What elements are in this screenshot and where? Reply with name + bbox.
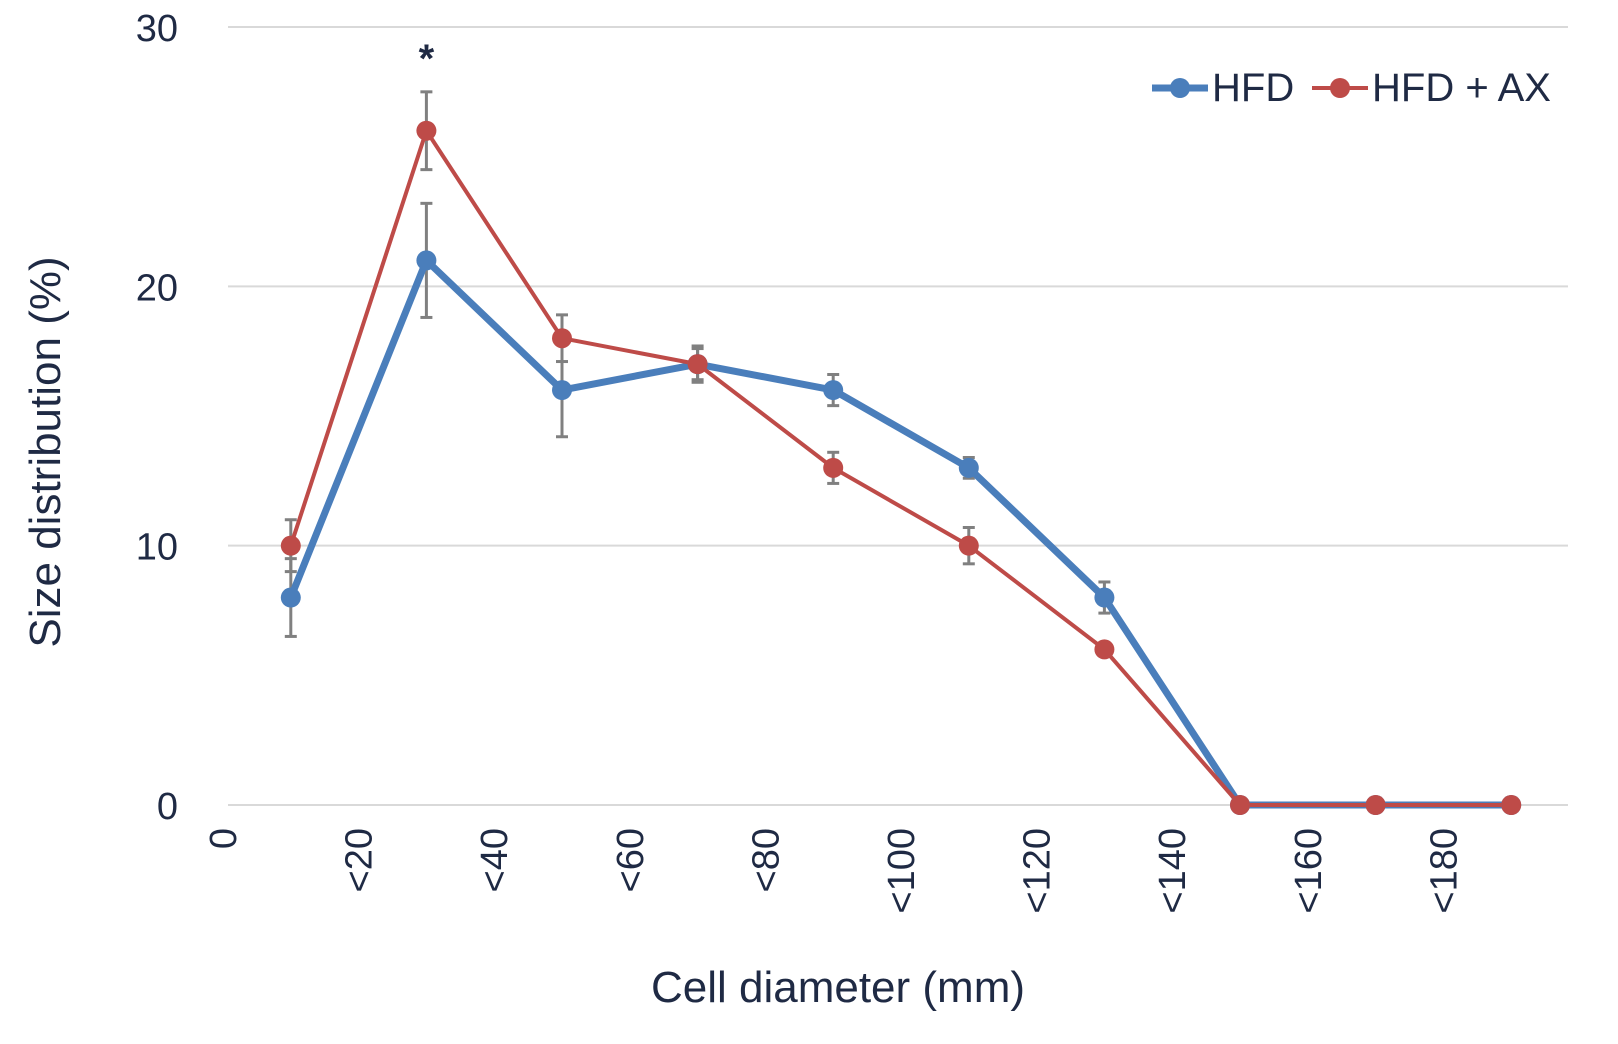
data-point-hfd-ax [823, 457, 844, 478]
x-tick-label: <40 [474, 828, 516, 892]
data-point-hfd-ax [416, 120, 437, 141]
x-tick-label: <160 [1288, 828, 1330, 914]
legend-item-hfd: HFD [1152, 66, 1294, 110]
y-tick-label: 0 [157, 786, 178, 828]
data-point-hfd [823, 380, 844, 401]
data-point-hfd-ax [1365, 795, 1386, 815]
x-tick-label: <100 [881, 828, 923, 914]
x-tick-label: <120 [1017, 828, 1059, 914]
x-tick-label: 0 [203, 828, 245, 849]
x-tick-label: <20 [339, 828, 381, 892]
legend-marker [1330, 78, 1350, 98]
legend-item-hfd-ax: HFD + AX [1312, 66, 1551, 110]
series-line-hfd-ax [288, 128, 1512, 807]
annotations: * [419, 37, 435, 81]
series-line-hfd [287, 256, 1512, 809]
y-tick-label: 10 [136, 527, 178, 569]
y-tick-label: 30 [136, 8, 178, 50]
x-tick-label: <80 [745, 828, 787, 892]
data-point-hfd-ax [552, 328, 572, 349]
x-tick-label: <180 [1423, 828, 1465, 914]
y-tick-label: 20 [136, 267, 178, 309]
data-point-hfd-ax [687, 354, 708, 375]
x-axis-ticks: 0 <20 <40 <60 <80 <100 <120 <140 <160 <180 [203, 828, 1465, 914]
data-point-hfd-ax [1230, 795, 1250, 815]
x-tick-label: <140 [1152, 828, 1194, 914]
data-point-hfd-ax [1094, 639, 1115, 660]
legend-label: HFD [1212, 66, 1294, 110]
data-point-hfd [280, 587, 301, 608]
legend: HFD HFD + AX [1152, 66, 1551, 110]
legend-label: HFD + AX [1372, 66, 1551, 110]
significance-annotation: * [419, 37, 435, 81]
data-point-hfd [416, 250, 437, 271]
legend-marker [1170, 78, 1190, 98]
data-point-hfd [958, 457, 979, 478]
data-point-hfd-ax [1501, 795, 1522, 815]
gridlines [228, 26, 1568, 806]
data-point-hfd [1094, 587, 1115, 608]
data-point-hfd-ax [280, 535, 301, 556]
x-axis-label: Cell diameter (mm) [651, 963, 1025, 1012]
x-tick-label: <60 [610, 828, 652, 892]
y-axis-label: Size distribution (%) [21, 256, 70, 647]
series-lines [280, 120, 1522, 815]
data-point-hfd-ax [958, 535, 979, 556]
y-axis-ticks: 0 10 20 30 [136, 8, 178, 828]
data-point-hfd [552, 380, 572, 401]
